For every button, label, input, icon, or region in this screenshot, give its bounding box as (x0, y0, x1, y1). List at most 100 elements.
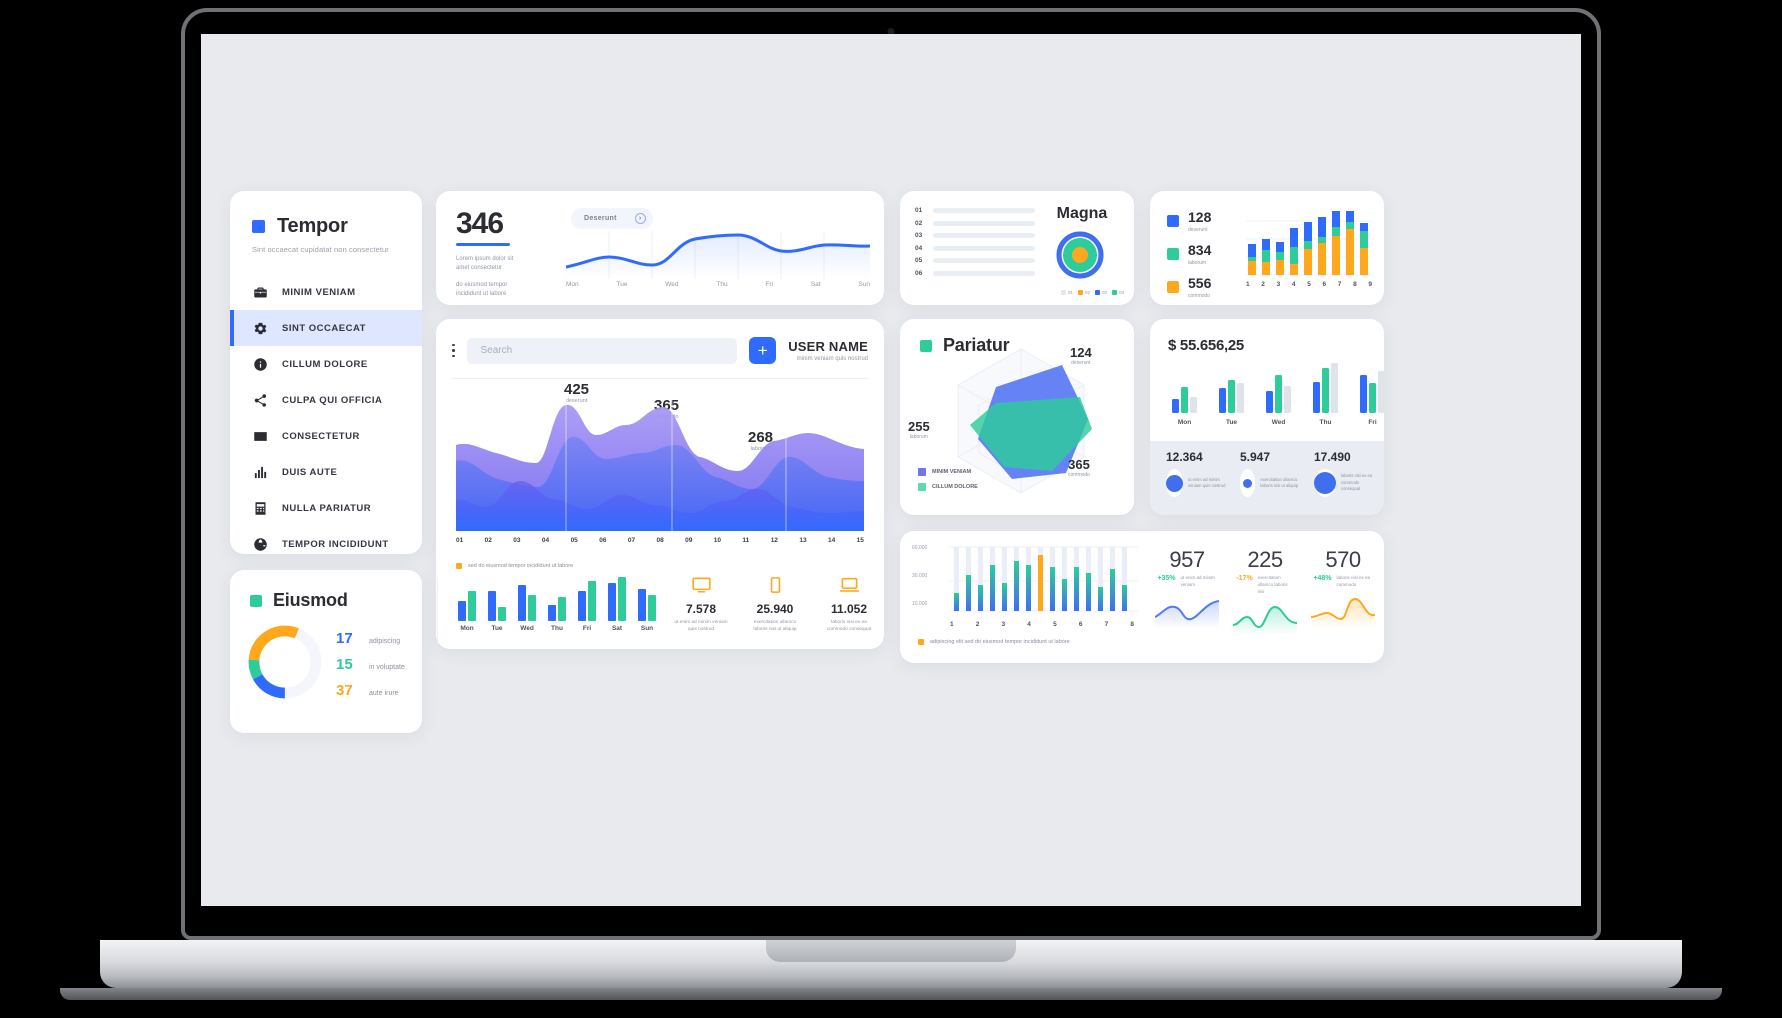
money-metrics-panel: 12.364 ut enim ad minim veniam quis nost… (1150, 441, 1384, 515)
axis-tick: Mon (460, 625, 474, 632)
sidebar-item-duis-aute[interactable]: DUIS AUTE (230, 454, 422, 490)
kpi-label: exercitation ullamco laboris nisi (1257, 575, 1288, 594)
list-item: 03 (1094, 290, 1107, 295)
kpi-value: 570 (1325, 547, 1361, 572)
axis-tick: Fri (582, 625, 592, 632)
divider (452, 378, 868, 379)
stacked-bar-chart (1246, 211, 1372, 276)
eiusmod-value: 37 (336, 681, 353, 699)
brand-name: Tempor (277, 215, 348, 237)
axis-tick: 7 (1337, 281, 1342, 288)
metric-label: ut enim ad minim veniam quis nostrud (1188, 476, 1226, 489)
axis-tick: 1 (950, 621, 954, 628)
bar-group: Fri (578, 577, 596, 632)
sidebar-item-consectetur[interactable]: CONSECTETUR (230, 418, 422, 454)
search-input[interactable]: Search (466, 337, 738, 364)
radar-value: 255 (908, 419, 930, 434)
sidebar-item-tempor-incididunt[interactable]: TEMPOR INCIDIDUNT (230, 526, 422, 562)
sidebar-item-sint-occaecat[interactable]: SINT OCCAECAT (230, 310, 422, 346)
axis-tick: 15 (856, 537, 864, 544)
axis-tick: 6 (1078, 621, 1083, 628)
user-name: USER NAME (788, 339, 868, 354)
kpi-delta: +35% (1157, 575, 1176, 582)
list-item: 37 aute irure (336, 682, 405, 699)
legend-value: 128 (1188, 209, 1212, 225)
brand-logo-icon (252, 220, 265, 233)
kpi-sparkline-3 (1310, 597, 1376, 629)
metric-circle (1240, 469, 1256, 497)
table-row: 03 (915, 232, 1035, 239)
axis-tick: 04 (541, 537, 550, 544)
axis-tick: 30.000 (912, 573, 928, 579)
stat-346-paragraph-1: Lorem ipsum dolor sit amet consectetur (456, 256, 514, 271)
kpi-label: laboris nisi ex ea commodo (1336, 575, 1371, 587)
axis-tick: Sun (858, 281, 870, 288)
sidebar-item-cillum-dolore[interactable]: CILLUM DOLORE (230, 346, 422, 382)
list-item: 834 laborum (1167, 242, 1384, 266)
eiusmod-value: 15 (336, 655, 353, 673)
more-options-icon[interactable] (452, 343, 455, 358)
kpi-delta: -17% (1236, 575, 1253, 582)
stat-346-x-axis: Mon Tue Wed Thu Fri Sat Sun (566, 281, 870, 288)
brand-tagline: Sint occaecat cupidatat non consectetur (252, 245, 389, 254)
sidebar-item-label: CONSECTETUR (282, 430, 360, 442)
area-flag-1: 425 deserunt (564, 381, 589, 404)
magna-donut-chart (1056, 231, 1104, 279)
kpi-sparkline-1 (1154, 599, 1220, 629)
bottom-y-axis: 60.000 30.000 10.000 (912, 545, 927, 607)
sidebar-item-nulla-pariatur[interactable]: NULLA PARIATUR (230, 490, 422, 526)
axis-tick: Sun (640, 625, 654, 632)
progress-track (933, 258, 1035, 263)
deserunt-dropdown-label: Deserunt (584, 215, 617, 222)
device-laptop: 11.052 laboris nisi ex ea commodo conseq… (822, 577, 876, 633)
axis-tick: Wed (1271, 419, 1286, 426)
axis-tick: Tue (616, 281, 628, 288)
row-label: 02 (915, 219, 923, 227)
axis-tick: Thu (716, 281, 728, 288)
axis-tick: 3 (1001, 621, 1006, 628)
sidebar-item-label: CILLUM DOLORE (282, 358, 368, 370)
legend-label: commodo (1188, 293, 1210, 299)
progress-track (933, 233, 1035, 238)
sidebar-item-minim-veniam[interactable]: MINIM VENIAM (230, 274, 422, 310)
bar-group: Fri (1360, 367, 1384, 426)
deserunt-dropdown[interactable]: Deserunt › (571, 207, 653, 229)
device-phone: 25.940 exercitation ullamco laboris nisi… (748, 577, 802, 633)
legend-label: laborum (1188, 260, 1207, 266)
row-label: 04 (915, 244, 923, 252)
area-flag-3: 268 laborum (748, 429, 773, 452)
axis-tick: 11 (742, 537, 750, 544)
axis-tick: Mon (1177, 419, 1192, 426)
eiusmod-label: aute irure (369, 689, 399, 697)
metric-value: 5.947 (1240, 450, 1271, 464)
bar-group: Wed (1266, 367, 1291, 426)
table-row: 02 (915, 220, 1035, 227)
axis-tick: Tue (491, 625, 503, 632)
list-item: 01 (1060, 290, 1073, 295)
axis-tick: 8 (1130, 621, 1134, 628)
main-analytics-card: Search + USER NAME minim veniam quis nos… (436, 319, 884, 649)
axis-tick: 2 (1261, 281, 1265, 288)
pariatur-card: Pariatur 124 deserunt (900, 319, 1134, 515)
axis-tick: Wed (665, 281, 679, 288)
axis-tick: 12 (770, 537, 778, 544)
row-label: 05 (915, 257, 923, 264)
legend-value: 556 (1188, 275, 1212, 291)
legend-swatch-commodo (1167, 281, 1179, 293)
list-item: CILLUM DOLORE (918, 483, 978, 491)
axis-tick: 05 (570, 537, 578, 544)
bar-chart-icon (252, 464, 268, 480)
sidebar-item-culpa-qui-officia[interactable]: CULPA QUI OFFICIA (230, 382, 422, 418)
axis-tick: 9 (1368, 281, 1372, 288)
radar-label-1: 124 deserunt (1070, 345, 1092, 366)
pariatur-title: Pariatur (943, 335, 1010, 355)
kpi-3: 570 +48% laboris nisi ex ea commodo (1306, 547, 1380, 640)
pariatur-legend: MINIM VENIAM CILLUM DOLORE (918, 468, 978, 491)
axis-tick: 4 (1027, 621, 1031, 628)
axis-tick: 10 (713, 537, 721, 544)
axis-tick: 2 (975, 621, 980, 628)
metric-label: exercitation ullamco laboris nisi ut ali… (1260, 476, 1299, 489)
kpi-label: ut enim ad minim veniam (1180, 575, 1215, 587)
add-button[interactable]: + (749, 337, 777, 364)
